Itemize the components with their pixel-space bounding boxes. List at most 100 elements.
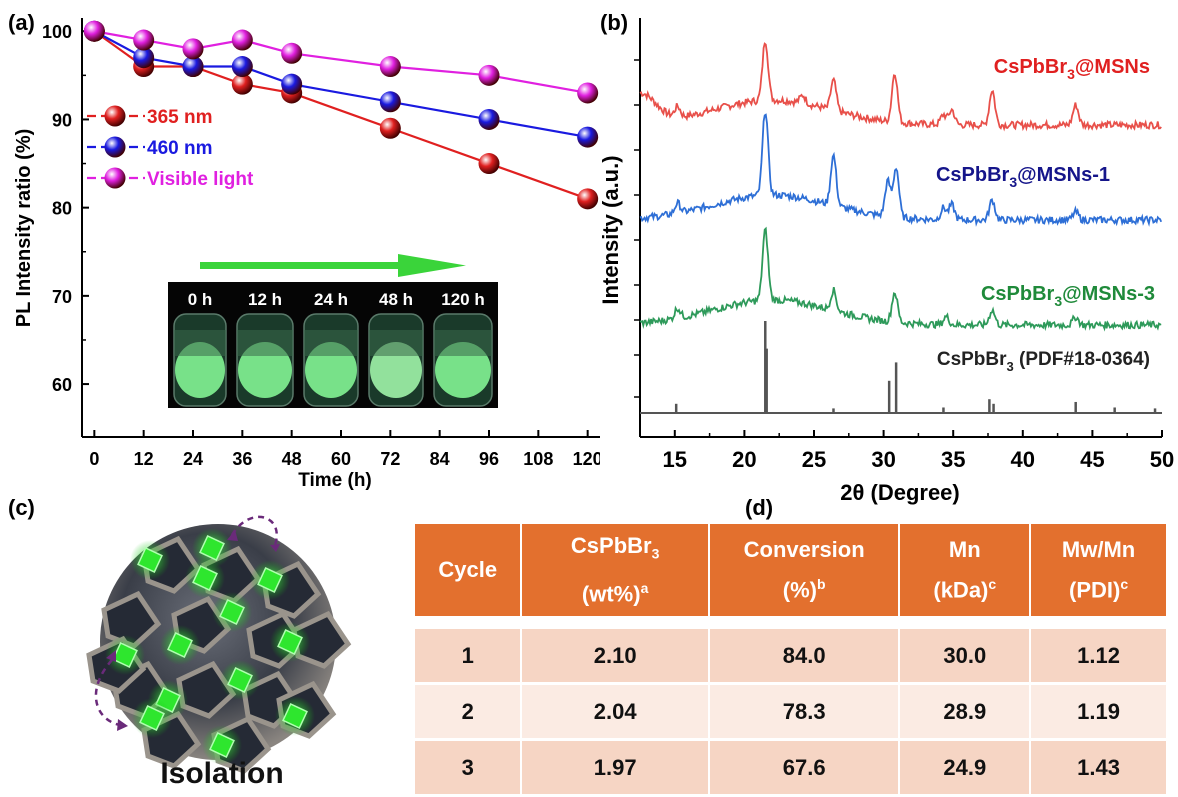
x-tick-label-b: 35 bbox=[941, 447, 965, 472]
vial-label: 12 h bbox=[248, 290, 282, 309]
panel-label-c: (c) bbox=[8, 495, 35, 520]
data-point-a bbox=[182, 38, 204, 60]
header-mn: Mn (kDa)c bbox=[900, 524, 1030, 619]
xrd-pattern bbox=[639, 226, 1162, 332]
x-tick-label-a: 24 bbox=[183, 449, 203, 469]
data-point-a bbox=[379, 56, 401, 78]
perovskite-cube bbox=[257, 567, 283, 593]
migration-arrow-left bbox=[94, 659, 121, 727]
vial-label: 48 h bbox=[379, 290, 413, 309]
y-axis-label-a: PL Intensity ratio (%) bbox=[13, 129, 35, 328]
data-point-a bbox=[281, 42, 303, 64]
x-tick-label-a: 120 bbox=[573, 449, 600, 469]
data-point-a bbox=[83, 20, 105, 42]
data-point-a bbox=[231, 29, 253, 51]
data-point-a bbox=[281, 73, 303, 95]
data-point-a bbox=[577, 188, 599, 210]
cell-cycle: 1 bbox=[415, 629, 521, 685]
data-point-a bbox=[577, 126, 599, 148]
x-axis-label-a: Time (h) bbox=[298, 470, 372, 491]
data-point-a bbox=[478, 153, 500, 175]
perovskite-cube bbox=[282, 703, 308, 729]
isolation-caption: Isolation bbox=[160, 757, 283, 784]
y-tick-label-a: 90 bbox=[52, 110, 72, 130]
arrow-head-left-start bbox=[106, 650, 116, 662]
mesoporous-sphere bbox=[86, 524, 352, 774]
perovskite-cube bbox=[209, 732, 235, 758]
perovskite-cube bbox=[137, 547, 163, 573]
x-tick-label-b: 30 bbox=[871, 447, 895, 472]
cell-pdi: 1.43 bbox=[1031, 741, 1166, 797]
legend-a: 365 nm 460 nm Visible light bbox=[87, 105, 254, 190]
vial-glass bbox=[369, 330, 423, 356]
xrd-pattern bbox=[639, 113, 1163, 227]
xrd-pattern bbox=[639, 42, 1162, 132]
cell-wt: 2.10 bbox=[522, 629, 708, 685]
table-row: 2 2.04 78.3 28.9 1.19 bbox=[415, 685, 1166, 741]
perovskite-cube bbox=[227, 667, 253, 693]
xrd-chart: (b) 15 20 25 30 35 40 45 50 Intensity (a.u.) 2θ… bbox=[598, 10, 1174, 505]
cell-pdi: 1.12 bbox=[1031, 629, 1166, 685]
perovskite-cube bbox=[199, 535, 225, 561]
x-tick-label-b: 50 bbox=[1150, 447, 1174, 472]
x-tick-label-a: 36 bbox=[232, 449, 252, 469]
cell-conversion: 84.0 bbox=[709, 629, 899, 685]
table-header-row: Cycle CsPbBr3 (wt%)a Conversion (%)b Mn … bbox=[415, 524, 1166, 619]
panel-label-b: (b) bbox=[600, 10, 628, 35]
label-msns: CsPbBr3@MSNs bbox=[994, 56, 1150, 82]
time-arrow bbox=[200, 254, 466, 277]
plot-frame-b: 15 20 25 30 35 40 45 50 bbox=[634, 18, 1174, 472]
arrow-head-left bbox=[117, 719, 128, 731]
pl-ratio-chart: (a) 0 12 24 36 48 60 72 84 96 108 120 60 70 80 90 100 3… bbox=[8, 10, 600, 491]
data-point-a bbox=[379, 91, 401, 113]
x-tick-label-a: 108 bbox=[523, 449, 553, 469]
x-tick-label-a: 96 bbox=[479, 449, 499, 469]
cell-pdi: 1.19 bbox=[1031, 685, 1166, 741]
cell-conversion: 78.3 bbox=[709, 685, 899, 741]
perovskite-cube bbox=[219, 599, 245, 625]
legend-label: 460 nm bbox=[147, 138, 212, 159]
perovskite-cube bbox=[192, 565, 218, 591]
panel-label-d: (d) bbox=[745, 495, 774, 520]
cell-mn: 30.0 bbox=[900, 629, 1030, 685]
cell-conversion: 67.6 bbox=[709, 741, 899, 797]
series-group-a bbox=[83, 20, 599, 210]
x-tick-label-a: 0 bbox=[89, 449, 99, 469]
x-tick-label-b: 25 bbox=[802, 447, 826, 472]
header-conversion: Conversion (%)b bbox=[709, 524, 899, 619]
cell-wt: 1.97 bbox=[522, 741, 708, 797]
cell-wt: 2.04 bbox=[522, 685, 708, 741]
legend-label: Visible light bbox=[147, 169, 254, 190]
table-row: 3 1.97 67.6 24.9 1.43 bbox=[415, 741, 1166, 797]
x-axis-label-b: 2θ (Degree) bbox=[840, 480, 960, 505]
arrow-head-top-start bbox=[227, 530, 238, 541]
table-row: 1 2.10 84.0 30.0 1.12 bbox=[415, 629, 1166, 685]
header-cspbbr3: CsPbBr3 (wt%)a bbox=[522, 524, 708, 619]
vial-glass bbox=[434, 330, 492, 356]
migration-arrow-top bbox=[230, 515, 278, 546]
y-tick-label-a: 60 bbox=[52, 375, 72, 395]
perovskite-cube bbox=[112, 642, 138, 668]
x-tick-label-b: 40 bbox=[1011, 447, 1035, 472]
pore bbox=[101, 590, 162, 649]
legend-label: 365 nm bbox=[147, 107, 212, 128]
panel-label-a: (a) bbox=[8, 10, 35, 35]
perovskite-cube bbox=[139, 705, 165, 731]
data-point-a bbox=[133, 29, 155, 51]
data-point-a bbox=[478, 108, 500, 130]
arrow-head-top bbox=[270, 544, 280, 552]
data-point-a bbox=[133, 47, 155, 69]
header-pdi: Mw/Mn (PDI)c bbox=[1031, 524, 1166, 619]
y-axis-label-b: Intensity (a.u.) bbox=[598, 155, 623, 304]
vial-glass bbox=[174, 330, 226, 356]
vial-photo: 0 h 12 h 24 h 48 h 120 h bbox=[168, 282, 498, 408]
cell-cycle: 3 bbox=[415, 741, 521, 797]
label-msns-1: CsPbBr3@MSNs-1 bbox=[936, 164, 1110, 190]
cycle-table: Cycle CsPbBr3 (wt%)a Conversion (%)b Mn … bbox=[413, 524, 1168, 797]
x-tick-label-a: 48 bbox=[282, 449, 302, 469]
data-point-a bbox=[231, 56, 253, 78]
vial-glass bbox=[237, 330, 293, 356]
data-point-a bbox=[577, 82, 599, 104]
label-msns-3: CsPbBr3@MSNs-3 bbox=[981, 283, 1155, 309]
x-tick-label-a: 12 bbox=[134, 449, 154, 469]
